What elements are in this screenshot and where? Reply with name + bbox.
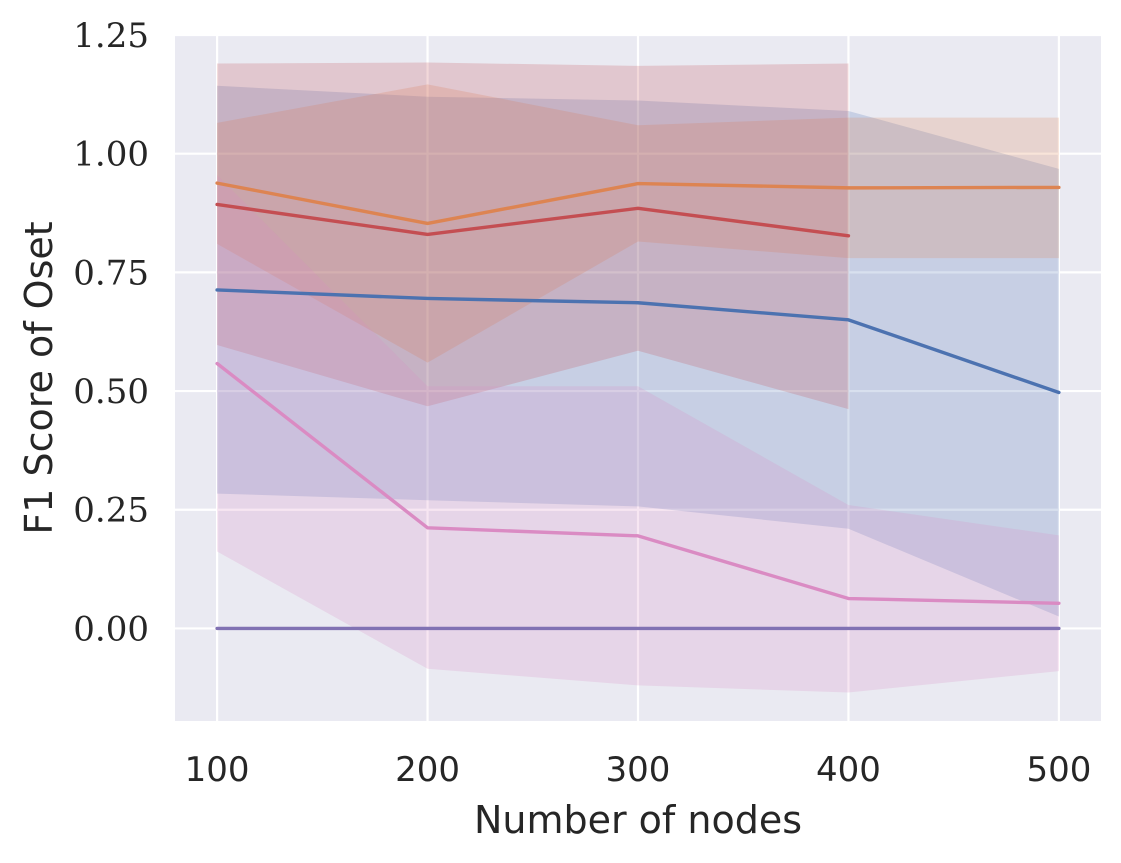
- x-tick-labels: 100 200 300 400 500: [185, 750, 1092, 790]
- y-tick-label-3: 0.75: [73, 253, 149, 293]
- line-series-2: [215, 181, 1061, 226]
- y-tick-labels: 0.00 0.25 0.50 0.75 1.00 1.25: [73, 16, 149, 649]
- y-tick-label-5: 1.25: [73, 16, 149, 56]
- series-lines: [215, 181, 1061, 631]
- band-series-3: [217, 62, 849, 410]
- line-series-1: [215, 288, 1061, 395]
- x-axis-label: Number of nodes: [474, 798, 802, 842]
- x-tick-label-3: 400: [816, 750, 881, 790]
- band-series-5: [217, 175, 1059, 693]
- x-tick-label-4: 500: [1026, 750, 1091, 790]
- line-series-3: [215, 202, 851, 238]
- confidence-bands: [217, 62, 1059, 693]
- y-axis-label: F1 Score of Oset: [17, 221, 61, 534]
- y-tick-label-4: 1.00: [73, 135, 149, 175]
- y-tick-label-1: 0.25: [73, 491, 149, 531]
- x-tick-label-0: 100: [185, 750, 250, 790]
- band-series-1: [217, 85, 1059, 617]
- line-series-5: [215, 361, 1061, 605]
- y-tick-label-0: 0.00: [73, 609, 149, 649]
- band-series-2: [217, 84, 1059, 363]
- y-tick-label-2: 0.50: [73, 372, 149, 412]
- x-tick-label-2: 300: [606, 750, 671, 790]
- grid: [175, 33, 1101, 721]
- x-tick-label-1: 200: [395, 750, 460, 790]
